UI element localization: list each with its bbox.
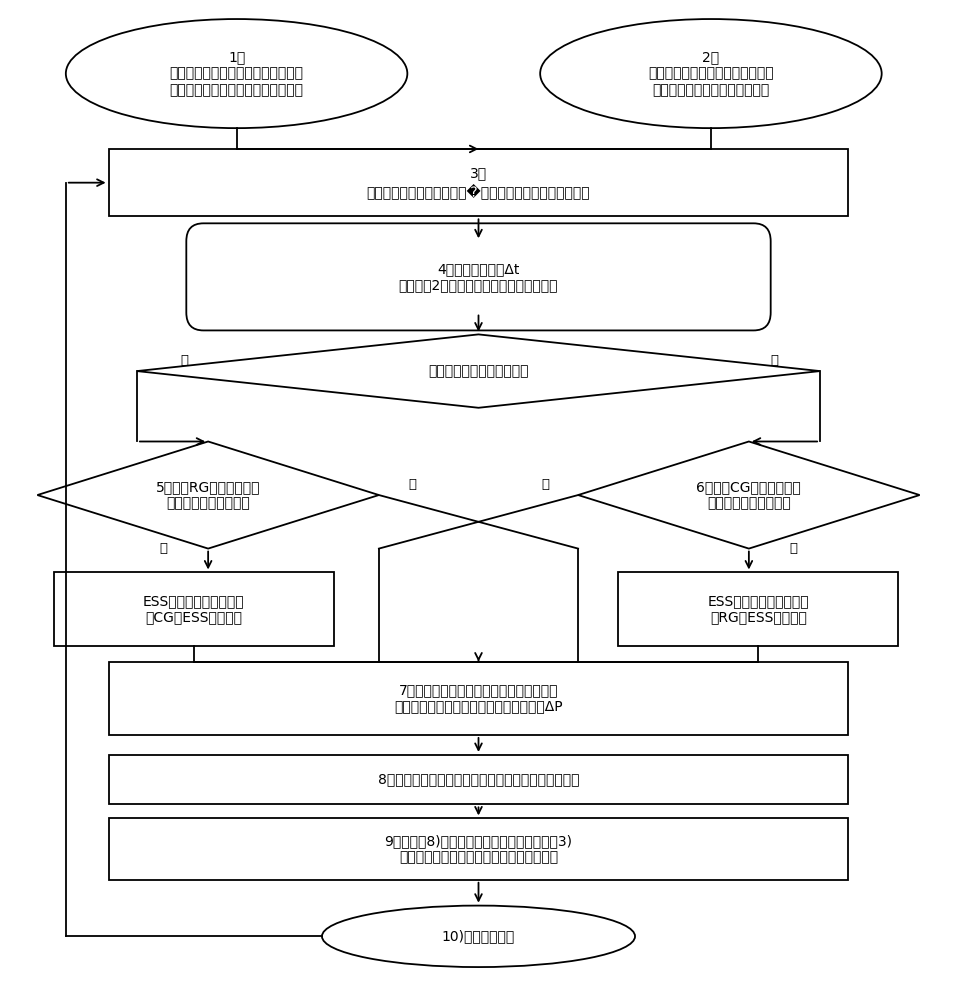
Text: 是: 是 bbox=[790, 542, 797, 555]
Ellipse shape bbox=[322, 906, 635, 967]
Text: 否: 否 bbox=[770, 354, 778, 367]
Bar bbox=[54, 572, 334, 646]
Text: 是: 是 bbox=[160, 542, 167, 555]
Bar bbox=[108, 662, 849, 735]
Bar bbox=[108, 818, 849, 880]
FancyBboxPatch shape bbox=[187, 223, 770, 330]
Polygon shape bbox=[578, 441, 920, 549]
Text: ESS设置为放电状态，设
定CG和ESS参与调频: ESS设置为放电状态，设 定CG和ESS参与调频 bbox=[144, 594, 245, 624]
Polygon shape bbox=[37, 441, 379, 549]
Bar bbox=[108, 149, 849, 216]
Ellipse shape bbox=[66, 19, 408, 128]
Text: 6）所有CG输出的有功功
率均已达到其最小限值: 6）所有CG输出的有功功 率均已达到其最小限值 bbox=[697, 480, 801, 510]
Text: ESS设置为充电状态，设
定RG和ESS参与调频: ESS设置为充电状态，设 定RG和ESS参与调频 bbox=[707, 594, 810, 624]
Polygon shape bbox=[137, 334, 820, 408]
Text: 7）微电网中央控制器采集系统频率，计算
二次调频每次的有功功率设定值调整总量ΔP: 7）微电网中央控制器采集系统频率，计算 二次调频每次的有功功率设定值调整总量ΔP bbox=[394, 683, 563, 713]
Bar bbox=[108, 755, 849, 804]
Text: 8）分布式电源和储能按照等微增率分配设定值调整量: 8）分布式电源和储能按照等微增率分配设定值调整量 bbox=[378, 773, 579, 787]
Text: 否: 否 bbox=[408, 478, 416, 491]
Text: 微电网频率小于额定频率？: 微电网频率小于额定频率？ bbox=[428, 364, 529, 378]
Text: 1）
对分布式电源与储能装置建立各自的
发电成本函数与发电成本微增率函数: 1） 对分布式电源与储能装置建立各自的 发电成本函数与发电成本微增率函数 bbox=[169, 50, 303, 97]
Bar bbox=[618, 572, 899, 646]
Ellipse shape bbox=[540, 19, 881, 128]
Text: 是: 是 bbox=[181, 354, 189, 367]
Text: 3）
调整发电机的同步调速器和�变器的控制器，进行一次调频: 3） 调整发电机的同步调速器和�变器的控制器，进行一次调频 bbox=[367, 166, 590, 199]
Text: 4）经过时间间隔Δt
（一般取2秒左右且可调），进行二次调频: 4）经过时间间隔Δt （一般取2秒左右且可调），进行二次调频 bbox=[399, 262, 558, 292]
Text: 2）
设定分布式电源有功功率输出限制
约束，以及储能装置的能量约束: 2） 设定分布式电源有功功率输出限制 约束，以及储能装置的能量约束 bbox=[648, 50, 774, 97]
Text: 9）将步骤8)中有功功率设定值调整量与步骤3)
中原设定值求和，作为新的有功功率设定值: 9）将步骤8)中有功功率设定值调整量与步骤3) 中原设定值求和，作为新的有功功率… bbox=[385, 834, 572, 864]
Text: 否: 否 bbox=[541, 478, 549, 491]
Text: 10)二次调频结束: 10)二次调频结束 bbox=[442, 929, 515, 943]
Text: 5）所有RG输出的有功功
率均已达到其最大限值: 5）所有RG输出的有功功 率均已达到其最大限值 bbox=[156, 480, 260, 510]
